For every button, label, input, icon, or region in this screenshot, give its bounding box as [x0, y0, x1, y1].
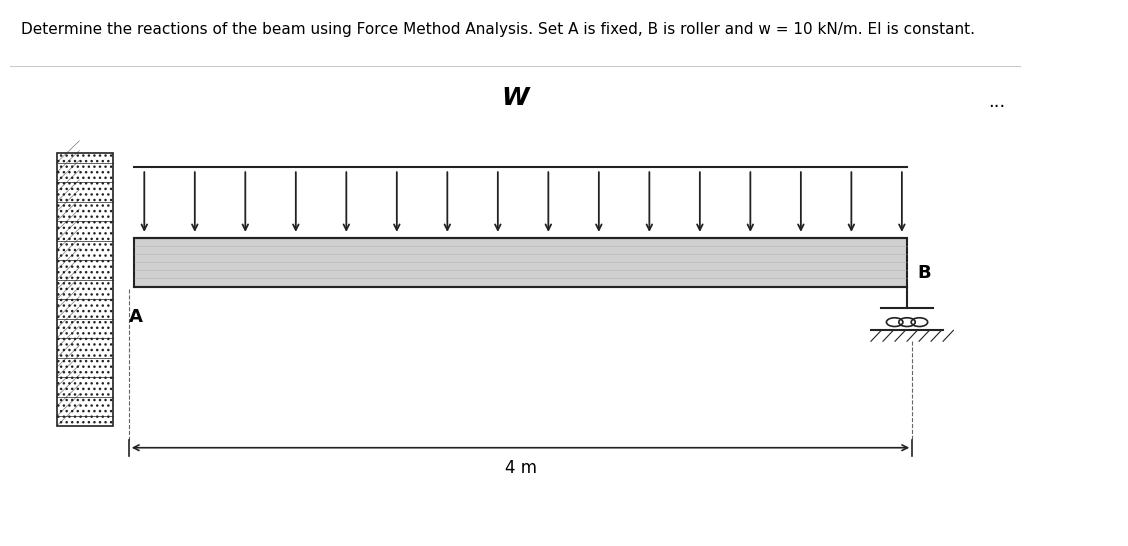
- Text: B: B: [917, 264, 931, 282]
- Bar: [134, 238, 907, 287]
- Text: W: W: [502, 86, 529, 110]
- Text: ...: ...: [988, 93, 1005, 111]
- Bar: [56, 153, 114, 426]
- Text: 4 m: 4 m: [504, 459, 537, 477]
- Text: Determine the reactions of the beam using Force Method Analysis. Set A is fixed,: Determine the reactions of the beam usin…: [20, 22, 975, 37]
- Text: A: A: [129, 308, 143, 325]
- Bar: [56, 153, 114, 426]
